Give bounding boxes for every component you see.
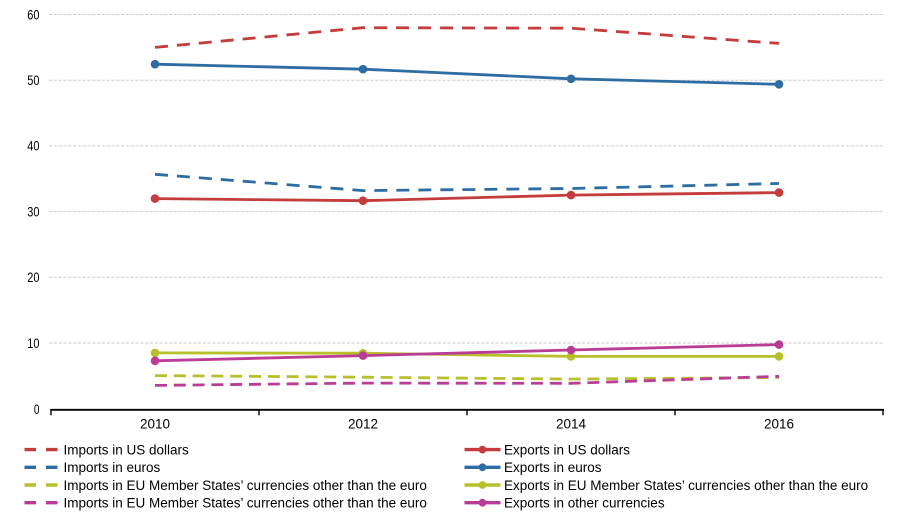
svg-text:40: 40 xyxy=(27,139,39,154)
svg-text:Imports in EU Member States’ c: Imports in EU Member States’ currencies … xyxy=(64,496,427,511)
svg-text:2014: 2014 xyxy=(556,417,587,432)
svg-text:20: 20 xyxy=(27,270,39,285)
svg-text:30: 30 xyxy=(27,204,39,219)
svg-text:2012: 2012 xyxy=(348,417,378,432)
svg-text:50: 50 xyxy=(27,73,39,88)
svg-text:2010: 2010 xyxy=(140,417,170,432)
svg-text:10: 10 xyxy=(27,336,39,351)
svg-text:2016: 2016 xyxy=(764,417,794,432)
svg-text:Exports in EU Member States’ c: Exports in EU Member States’ currencies … xyxy=(504,478,868,493)
svg-text:Imports in euros: Imports in euros xyxy=(64,460,161,475)
svg-text:Imports in US dollars: Imports in US dollars xyxy=(64,442,190,457)
svg-text:Exports in euros: Exports in euros xyxy=(504,460,602,475)
svg-text:0: 0 xyxy=(34,402,40,417)
svg-text:Exports in other currencies: Exports in other currencies xyxy=(504,496,665,511)
svg-text:Exports in US dollars: Exports in US dollars xyxy=(504,442,630,457)
svg-text:60: 60 xyxy=(27,7,39,22)
svg-text:Imports in EU Member States’ c: Imports in EU Member States’ currencies … xyxy=(64,478,427,493)
